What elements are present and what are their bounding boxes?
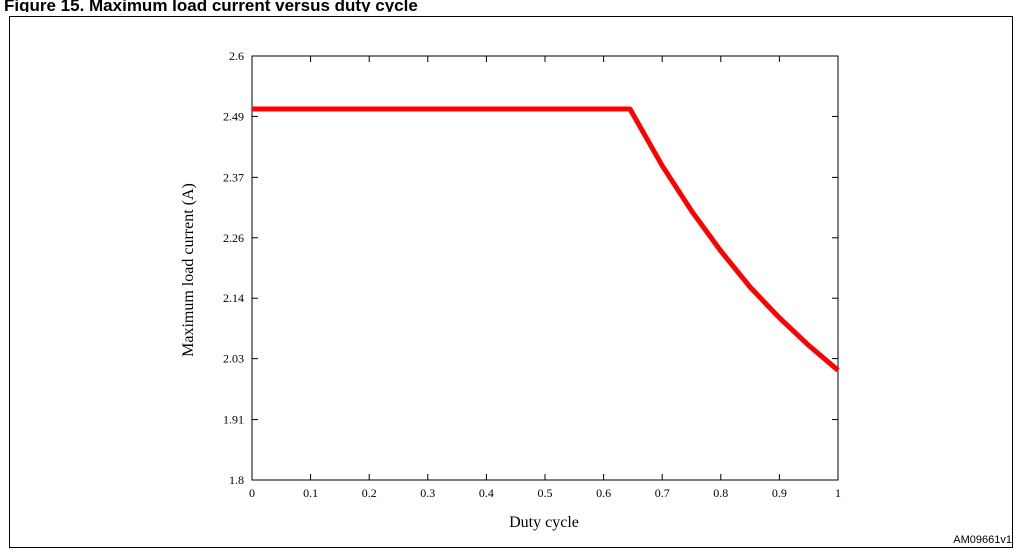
y-axis-title: Maximum load current (A)	[180, 183, 197, 357]
y-tick-label: 1.8	[229, 473, 244, 487]
y-tick-label: 1.91	[223, 413, 244, 427]
x-tick-label: 0.5	[538, 486, 553, 500]
x-tick-label: 0.7	[655, 486, 670, 500]
x-tick-label: 0.3	[420, 486, 435, 500]
figure-title: Figure 15. Maximum load current versus d…	[4, 0, 418, 12]
x-tick-label: 0.2	[362, 486, 377, 500]
y-tick-label: 2.26	[223, 231, 244, 245]
y-tick-label: 2.49	[223, 109, 244, 123]
x-tick-label: 1	[835, 486, 841, 500]
plot-area	[251, 55, 839, 481]
x-tick-label: 0.1	[303, 486, 318, 500]
x-tick-label: 0.9	[772, 486, 787, 500]
x-axis-title: Duty cycle	[509, 514, 579, 531]
y-tick-label: 2.37	[223, 170, 244, 184]
figure-frame	[9, 16, 1013, 548]
y-tick-label: 2.14	[223, 291, 244, 305]
figure-code: AM09661v1	[953, 534, 1012, 546]
x-tick-label: 0	[249, 486, 255, 500]
x-tick-label: 0.8	[713, 486, 728, 500]
series-line	[252, 106, 840, 373]
y-tick-label: 2.03	[223, 352, 244, 366]
x-tick-label: 0.6	[596, 486, 611, 500]
x-tick-label: 0.4	[479, 486, 494, 500]
y-tick-label: 2.6	[229, 49, 244, 63]
